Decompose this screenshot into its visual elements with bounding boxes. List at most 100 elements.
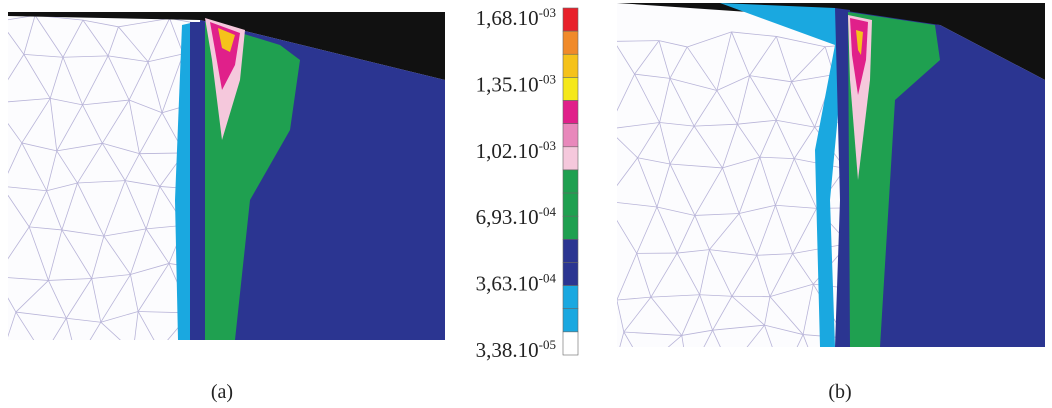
- mesh-line: [656, 206, 678, 254]
- mesh-line: [8, 186, 47, 192]
- colorbar-segment: [562, 192, 579, 217]
- mesh-line: [137, 263, 170, 312]
- mesh-line: [66, 317, 101, 323]
- colorbar-segment: [562, 169, 579, 194]
- mesh-line: [712, 324, 765, 331]
- mesh-line: [623, 296, 652, 333]
- mesh-line: [125, 180, 160, 187]
- mesh-line: [699, 294, 732, 297]
- mesh-line: [817, 370, 863, 373]
- caption: (b): [828, 381, 851, 403]
- mesh-line: [15, 311, 67, 319]
- colorbar-segment: [562, 331, 579, 356]
- colorbar: 1,68.10-031,35.10-031,02.10-036,93.10-04…: [476, 5, 579, 362]
- label-exponent: -04: [539, 204, 557, 219]
- mesh-line: [775, 120, 795, 159]
- mesh-line: [637, 157, 671, 165]
- mesh-line: [46, 190, 63, 231]
- mesh-line: [636, 206, 658, 254]
- mesh-line: [147, 18, 170, 62]
- mesh-line: [694, 167, 723, 216]
- mesh-line: [669, 77, 717, 91]
- mesh-line: [91, 278, 102, 323]
- mesh-line: [739, 204, 776, 214]
- mesh-line: [103, 180, 126, 237]
- mesh-line: [8, 31, 25, 55]
- mesh-line: [764, 296, 771, 326]
- colorbar-segment: [562, 123, 579, 148]
- mesh-line: [8, 226, 30, 260]
- mesh-line: [21, 142, 48, 191]
- mesh-line: [8, 277, 49, 281]
- mesh-line: [101, 99, 130, 144]
- mesh-line: [139, 152, 185, 155]
- mesh-line: [756, 255, 771, 297]
- mesh-line: [124, 180, 147, 230]
- mesh-line: [688, 368, 730, 377]
- mesh-line: [650, 252, 678, 298]
- mesh-line: [776, 119, 815, 128]
- mesh-line: [759, 157, 776, 206]
- mesh-line: [103, 228, 147, 237]
- mesh-line: [731, 295, 765, 326]
- mesh-line: [61, 182, 78, 231]
- mesh-line: [107, 26, 119, 56]
- mesh-line: [656, 163, 671, 208]
- mesh-line: [145, 186, 161, 230]
- mesh-line: [161, 53, 184, 113]
- mesh-line: [617, 157, 638, 187]
- mesh-line: [703, 330, 713, 347]
- mesh-line: [693, 90, 718, 127]
- colorbar-segment: [562, 146, 579, 171]
- mesh-line: [145, 228, 170, 264]
- mesh-line: [749, 75, 792, 83]
- mesh-line: [147, 53, 184, 63]
- mesh-line: [130, 263, 170, 275]
- mesh-line: [613, 367, 644, 371]
- mesh-line: [636, 253, 652, 298]
- mesh-line: [623, 331, 682, 336]
- colorbar-label: 3,38.10-05: [476, 337, 556, 362]
- mesh-line: [736, 75, 750, 125]
- mesh-line: [82, 19, 109, 57]
- mesh-line: [62, 57, 83, 106]
- mesh-line: [686, 46, 718, 91]
- mesh-line: [759, 156, 795, 160]
- mesh-line: [699, 294, 713, 331]
- mesh-line: [103, 235, 131, 275]
- mesh-line: [737, 123, 761, 158]
- mesh-line: [694, 213, 740, 216]
- mesh-line: [659, 122, 695, 127]
- mesh-line: [783, 370, 817, 377]
- label-base: 1,02.10: [476, 139, 539, 163]
- mesh-line: [46, 182, 78, 192]
- mesh-line: [775, 205, 793, 254]
- mesh-line: [730, 368, 783, 377]
- mesh-line: [77, 180, 126, 184]
- panel-a: [0, 12, 445, 362]
- mesh-line: [676, 215, 696, 254]
- mesh-line: [764, 324, 804, 335]
- mesh-line: [49, 98, 58, 151]
- mesh-line: [669, 46, 688, 79]
- mesh-line: [34, 15, 64, 58]
- mesh-line: [722, 124, 738, 169]
- mesh-line: [28, 190, 48, 228]
- mesh-line: [130, 228, 147, 275]
- mesh-line: [656, 206, 695, 216]
- mesh-line: [716, 75, 750, 91]
- mesh-line: [796, 334, 804, 347]
- mesh-line: [44, 355, 78, 361]
- mesh-line: [756, 205, 776, 256]
- mesh-line: [8, 311, 17, 338]
- label-base: 3,63.10: [476, 272, 539, 296]
- mesh-line: [107, 55, 130, 101]
- mesh-line: [21, 98, 51, 144]
- mesh-line: [0, 355, 44, 362]
- mesh-line: [91, 274, 131, 279]
- mesh-line: [637, 157, 658, 208]
- mesh-line: [61, 229, 104, 237]
- colorbar-label: 1,68.10-03: [476, 5, 556, 30]
- mesh-line: [769, 283, 814, 298]
- label-base: 3,38.10: [476, 338, 539, 362]
